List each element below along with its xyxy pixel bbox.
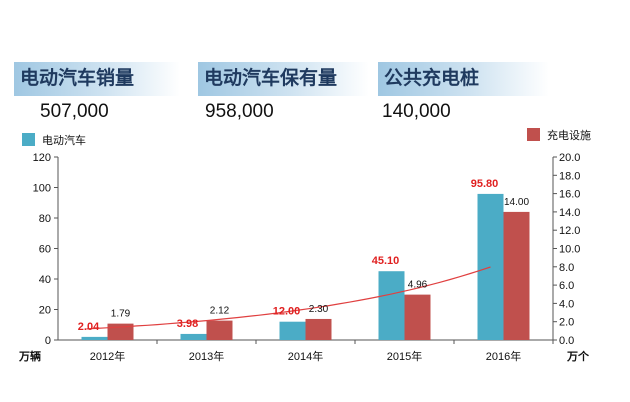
data-label-chargers: 1.79 bbox=[111, 309, 131, 320]
kpi-value-ev-sales: 507,000 bbox=[40, 101, 109, 122]
legend: 电动汽车 充电设施 bbox=[22, 128, 591, 147]
right-tick-label: 16.0 bbox=[559, 189, 580, 201]
x-category-label: 2015年 bbox=[387, 349, 422, 363]
left-tick-label: 20 bbox=[39, 305, 51, 317]
bar-chargers bbox=[206, 320, 233, 340]
left-tick-label: 0 bbox=[45, 335, 51, 347]
right-tick-label: 20.0 bbox=[559, 152, 580, 164]
data-label-ev: 3.98 bbox=[177, 318, 198, 330]
right-tick-label: 10.0 bbox=[559, 244, 580, 256]
legend-swatch-chargers bbox=[527, 128, 540, 141]
data-label-ev: 95.80 bbox=[471, 178, 499, 190]
data-label-chargers: 14.00 bbox=[504, 197, 529, 208]
right-axis-unit: 万个 bbox=[566, 349, 590, 363]
bar-ev bbox=[279, 321, 306, 340]
right-tick-label: 2.0 bbox=[559, 317, 574, 329]
data-label-chargers: 2.12 bbox=[210, 306, 230, 317]
bar-ev bbox=[378, 271, 405, 340]
legend-label-ev: 电动汽车 bbox=[42, 133, 86, 147]
x-category-label: 2013年 bbox=[189, 349, 224, 363]
left-tick-label: 40 bbox=[39, 274, 51, 286]
bar-ev bbox=[477, 193, 504, 340]
left-tick-label: 120 bbox=[33, 152, 51, 164]
right-tick-label: 12.0 bbox=[559, 225, 580, 237]
right-tick-label: 8.0 bbox=[559, 262, 574, 274]
data-label-ev: 45.10 bbox=[372, 255, 400, 267]
left-axis-unit: 万辆 bbox=[18, 349, 41, 363]
kpi-label-ev-sales: 电动汽车销量 bbox=[14, 62, 180, 96]
kpi-value-public-chargers: 140,000 bbox=[382, 101, 451, 122]
bar-ev bbox=[180, 333, 207, 340]
legend-label-chargers: 充电设施 bbox=[547, 128, 591, 142]
left-tick-label: 80 bbox=[39, 213, 51, 225]
right-tick-label: 4.0 bbox=[559, 298, 574, 310]
bar-chargers bbox=[305, 318, 332, 340]
left-tick-label: 60 bbox=[39, 244, 51, 256]
data-label-chargers: 2.30 bbox=[309, 304, 329, 315]
x-category-label: 2016年 bbox=[486, 349, 521, 363]
trend-line bbox=[86, 266, 491, 330]
right-tick-label: 14.0 bbox=[559, 207, 580, 219]
kpi-label-ev-stock: 电动汽车保有量 bbox=[198, 62, 369, 96]
bar-chargers bbox=[404, 294, 431, 340]
right-tick-label: 18.0 bbox=[559, 170, 580, 182]
kpi-label-public-chargers: 公共充电桩 bbox=[378, 62, 549, 96]
left-tick-label: 100 bbox=[33, 183, 51, 195]
legend-swatch-ev bbox=[22, 133, 35, 146]
data-label-ev: 12.00 bbox=[273, 306, 301, 318]
x-category-label: 2012年 bbox=[90, 349, 125, 363]
kpi-value-ev-stock: 958,000 bbox=[205, 101, 274, 122]
bar-ev bbox=[81, 336, 108, 340]
data-label-chargers: 4.96 bbox=[408, 280, 428, 291]
right-tick-label: 0.0 bbox=[559, 335, 574, 347]
x-category-label: 2014年 bbox=[288, 349, 323, 363]
bar-chargers bbox=[503, 211, 530, 340]
data-label-ev: 2.04 bbox=[78, 321, 100, 333]
right-tick-label: 6.0 bbox=[559, 280, 574, 292]
